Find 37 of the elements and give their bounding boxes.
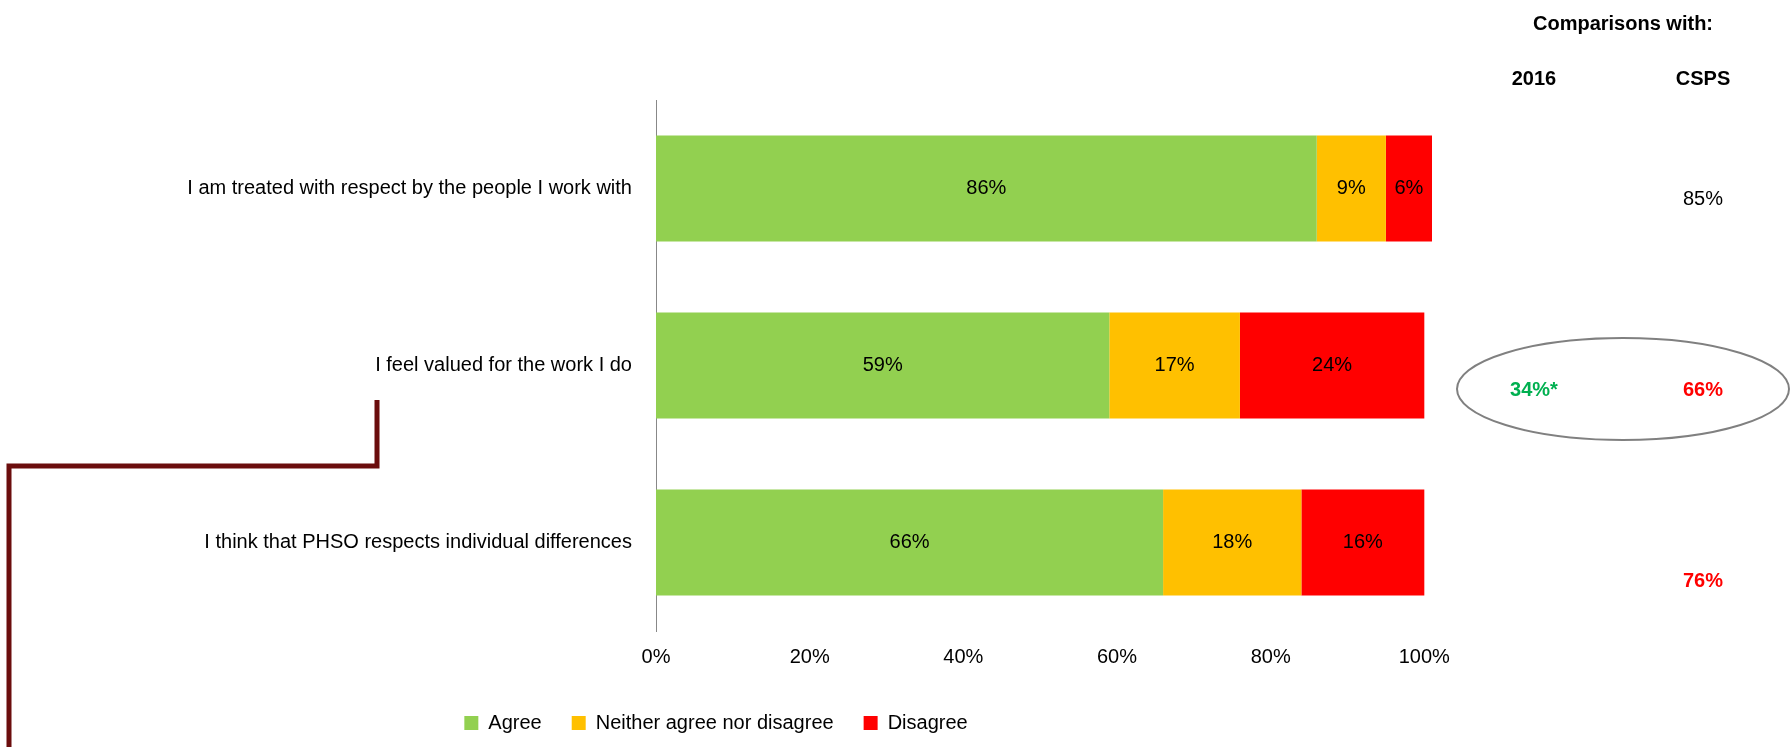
y-tick-label: I feel valued for the work I do (375, 353, 632, 376)
data-label: 66% (889, 530, 930, 553)
data-label: 86% (966, 176, 1007, 199)
legend-label: Disagree (887, 710, 968, 733)
text: 85% (1682, 186, 1724, 210)
bar (656, 489, 1164, 596)
bar (1109, 312, 1240, 419)
y-tick-label: I think that PHSO respects individual differences (204, 530, 632, 553)
text: CSPS (1675, 66, 1731, 90)
data-label: 18% (1212, 530, 1253, 553)
bar (1163, 489, 1302, 596)
text: 34%* (1510, 377, 1558, 401)
x-tick-label: 0% (641, 644, 671, 667)
legend-label: Agree (488, 710, 542, 733)
bar (1301, 489, 1425, 596)
y-tick-label: I am treated with respect by the people I work with (187, 176, 632, 199)
data-label: 59% (862, 353, 903, 376)
text: 2016 (1511, 66, 1557, 90)
text: 76% (1682, 568, 1724, 592)
bar (656, 135, 1317, 242)
bar (1385, 135, 1432, 242)
x-tick-label: 100% (1398, 644, 1451, 667)
data-label: 16% (1342, 530, 1384, 553)
x-tick-label: 80% (1250, 644, 1291, 667)
data-label: 9% (1336, 176, 1366, 199)
data-label: 6% (1394, 176, 1424, 199)
text: 66% (1682, 377, 1724, 401)
text: Comparisons with: (1532, 11, 1714, 35)
bar (656, 312, 1110, 419)
bar (1239, 312, 1425, 419)
x-tick-label: 60% (1096, 644, 1138, 667)
data-label: 24% (1312, 353, 1353, 376)
bar (1316, 135, 1386, 242)
legend-label: Neither agree nor disagree (595, 710, 834, 733)
data-label: 17% (1154, 353, 1195, 376)
x-tick-label: 40% (943, 644, 984, 667)
x-tick-label: 20% (789, 644, 830, 667)
